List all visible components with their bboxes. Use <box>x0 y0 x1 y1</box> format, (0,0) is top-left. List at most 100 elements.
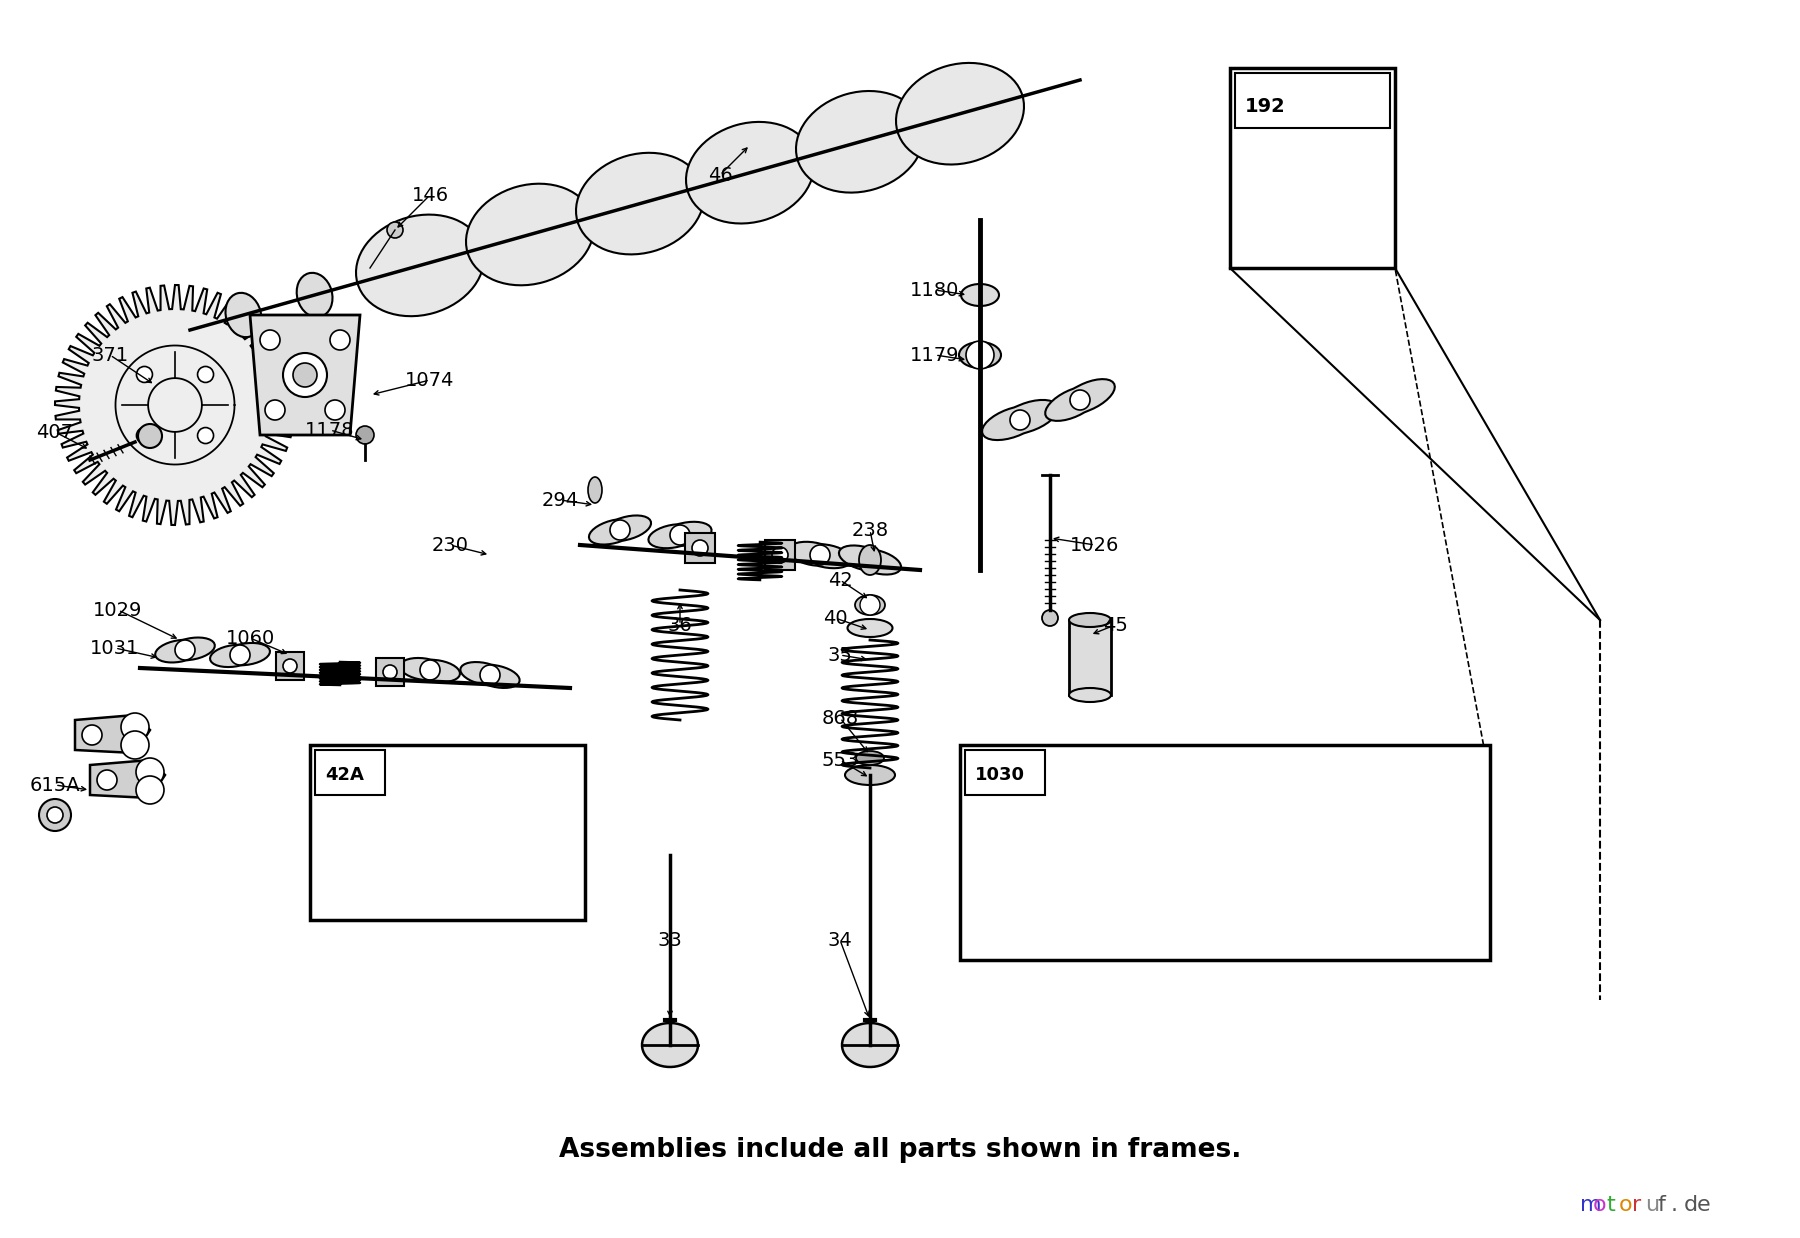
Bar <box>315 750 385 795</box>
Text: r: r <box>1633 1195 1642 1214</box>
Text: 1030: 1030 <box>961 785 1010 805</box>
Ellipse shape <box>445 766 466 794</box>
Ellipse shape <box>380 828 401 855</box>
Text: 407: 407 <box>36 422 74 442</box>
Circle shape <box>121 730 149 759</box>
Text: 1026: 1026 <box>1071 536 1120 555</box>
Ellipse shape <box>589 477 601 503</box>
Text: 33: 33 <box>657 931 682 950</box>
Circle shape <box>1345 817 1361 833</box>
Circle shape <box>83 725 103 745</box>
Circle shape <box>860 550 880 569</box>
Bar <box>376 659 403 686</box>
Polygon shape <box>90 760 166 799</box>
Text: 35: 35 <box>828 645 853 665</box>
Text: 238: 238 <box>851 520 889 540</box>
Circle shape <box>137 366 153 383</box>
Ellipse shape <box>450 834 461 849</box>
Ellipse shape <box>859 545 880 574</box>
Circle shape <box>175 640 194 660</box>
Text: 1031: 1031 <box>90 639 140 657</box>
Circle shape <box>860 595 880 615</box>
Polygon shape <box>76 716 149 753</box>
Text: 294: 294 <box>542 490 578 510</box>
Ellipse shape <box>796 92 923 193</box>
Circle shape <box>198 366 214 383</box>
Text: 868: 868 <box>821 708 859 728</box>
Text: 1029: 1029 <box>94 600 142 619</box>
Bar <box>965 750 1046 795</box>
Ellipse shape <box>535 773 545 787</box>
Polygon shape <box>788 542 851 568</box>
Circle shape <box>383 665 398 678</box>
Text: Assemblies include all parts shown in frames.: Assemblies include all parts shown in fr… <box>558 1136 1242 1162</box>
Text: 46: 46 <box>707 166 733 184</box>
Text: t: t <box>1606 1195 1615 1214</box>
Ellipse shape <box>576 152 704 254</box>
Ellipse shape <box>1069 613 1111 626</box>
Ellipse shape <box>385 834 394 849</box>
Ellipse shape <box>400 828 421 855</box>
Polygon shape <box>643 1023 698 1067</box>
Circle shape <box>121 713 149 742</box>
Ellipse shape <box>380 766 401 794</box>
Bar <box>1229 68 1395 267</box>
Bar <box>275 652 304 680</box>
Ellipse shape <box>515 834 526 849</box>
Text: 615A: 615A <box>1240 791 1291 810</box>
Ellipse shape <box>400 766 421 794</box>
Text: o: o <box>1593 1195 1607 1214</box>
Ellipse shape <box>470 773 481 787</box>
Polygon shape <box>1046 379 1114 421</box>
Text: f: f <box>1658 1195 1665 1214</box>
Text: d: d <box>1685 1195 1697 1214</box>
Ellipse shape <box>896 63 1024 165</box>
Bar <box>1069 620 1111 695</box>
Ellipse shape <box>535 834 545 849</box>
Ellipse shape <box>385 773 394 787</box>
Text: 371: 371 <box>92 345 128 364</box>
Circle shape <box>356 426 374 444</box>
Ellipse shape <box>844 765 895 785</box>
Text: 34: 34 <box>828 931 853 950</box>
Text: 40: 40 <box>823 609 848 628</box>
Ellipse shape <box>961 284 999 306</box>
Circle shape <box>137 427 153 443</box>
Circle shape <box>265 400 284 420</box>
Circle shape <box>1451 773 1490 812</box>
Text: 36: 36 <box>668 615 693 635</box>
Bar <box>686 534 715 563</box>
Text: u: u <box>1645 1195 1660 1214</box>
Text: 42: 42 <box>828 571 853 589</box>
Text: 1178: 1178 <box>306 421 355 439</box>
Bar <box>765 540 796 569</box>
Polygon shape <box>461 662 520 688</box>
Circle shape <box>1069 390 1091 410</box>
Text: 192: 192 <box>1246 97 1285 115</box>
Ellipse shape <box>464 766 486 794</box>
Circle shape <box>40 799 70 831</box>
Ellipse shape <box>297 272 333 317</box>
Polygon shape <box>250 314 360 435</box>
Circle shape <box>419 660 439 680</box>
Circle shape <box>230 645 250 665</box>
Ellipse shape <box>445 828 466 855</box>
Circle shape <box>967 340 994 369</box>
Circle shape <box>1042 610 1058 626</box>
Ellipse shape <box>509 766 531 794</box>
Ellipse shape <box>855 595 886 615</box>
Ellipse shape <box>225 293 261 337</box>
Circle shape <box>481 665 500 685</box>
Circle shape <box>1228 851 1244 867</box>
Text: 1180: 1180 <box>911 281 959 300</box>
Ellipse shape <box>686 121 814 224</box>
Ellipse shape <box>466 183 594 285</box>
Circle shape <box>810 545 830 565</box>
Polygon shape <box>155 638 214 662</box>
Circle shape <box>1109 883 1125 899</box>
Circle shape <box>139 423 162 448</box>
Circle shape <box>259 331 281 350</box>
Bar <box>959 745 1490 959</box>
Text: 1060: 1060 <box>225 629 275 647</box>
Polygon shape <box>56 285 295 525</box>
